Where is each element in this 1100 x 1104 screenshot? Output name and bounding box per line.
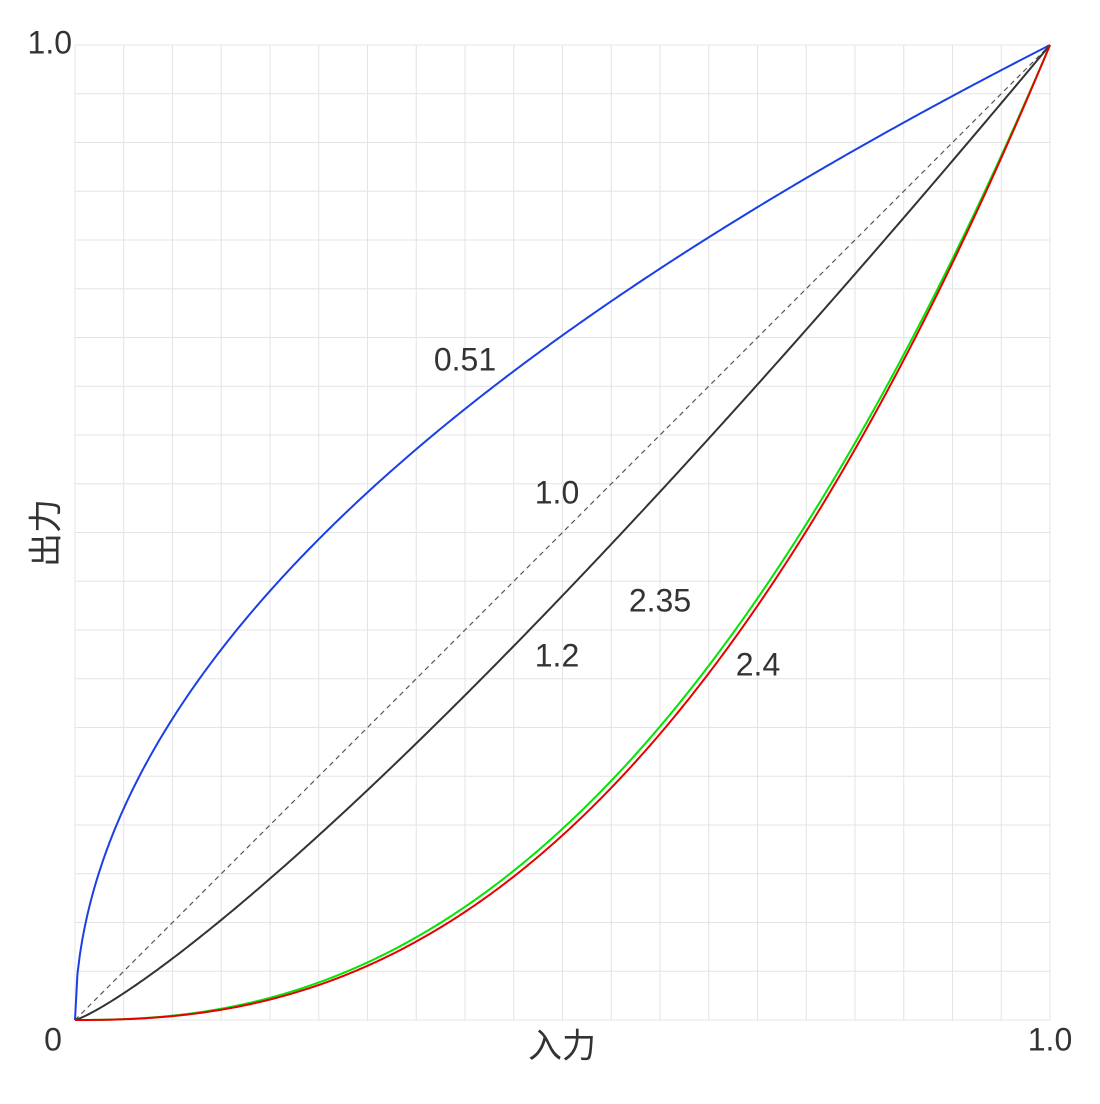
curve-label: 1.2 [535,637,579,673]
curve-label: 2.4 [736,646,780,682]
y-tick-label: 1.0 [28,24,72,60]
x-axis-title: 入力 [528,1027,596,1067]
gamma-curve [74,44,1051,1021]
curve-label: 2.35 [629,582,691,618]
curve-label: 0.51 [434,341,496,377]
y-axis-title: 出力 [27,499,67,567]
gamma-curve [75,44,1051,1021]
curve-label: 1.0 [535,474,579,510]
x-tick-label: 0 [44,1021,62,1057]
gamma-curve [74,44,1051,1021]
gamma-curve [74,44,1051,1021]
gamma-curve [75,44,1051,1021]
x-tick-label: 1.0 [1028,1021,1072,1057]
